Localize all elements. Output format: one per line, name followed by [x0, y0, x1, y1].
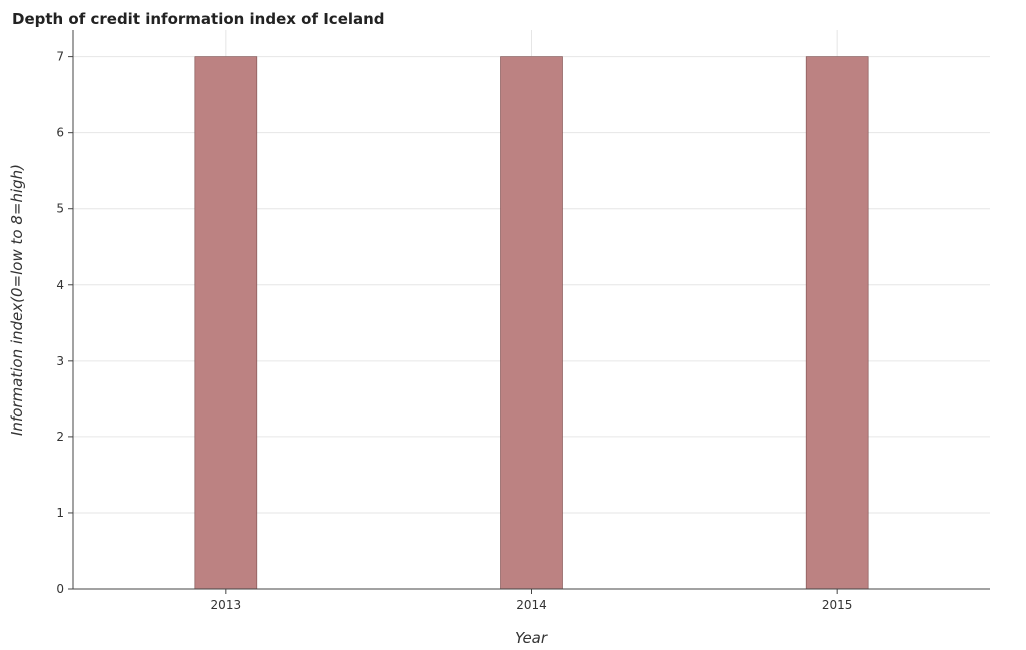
axis-layer: 0 1 2 3 4 5 6 7 2013 2014 2015 — [56, 30, 990, 612]
x-tick-label: 2014 — [516, 598, 547, 612]
bar-layer — [194, 56, 869, 590]
y-tick-label: 1 — [56, 506, 64, 520]
x-tick-label: 2015 — [822, 598, 853, 612]
y-tick-label: 7 — [56, 50, 64, 64]
bar-2015 — [805, 56, 869, 590]
x-axis-title: Year — [515, 629, 548, 647]
bar-2013 — [194, 56, 258, 590]
y-tick-label: 5 — [56, 202, 64, 216]
chart-title: Depth of credit information index of Ice… — [12, 10, 385, 28]
bar-2014 — [500, 56, 563, 590]
y-axis-title: Information index(0=low to 8=high) — [8, 164, 26, 436]
x-tick-label: 2013 — [211, 598, 242, 612]
y-tick-label: 3 — [56, 354, 64, 368]
y-tick-label: 2 — [56, 430, 64, 444]
y-tick-label: 4 — [56, 278, 64, 292]
y-tick-label: 0 — [56, 582, 64, 596]
y-tick-label: 6 — [56, 126, 64, 140]
